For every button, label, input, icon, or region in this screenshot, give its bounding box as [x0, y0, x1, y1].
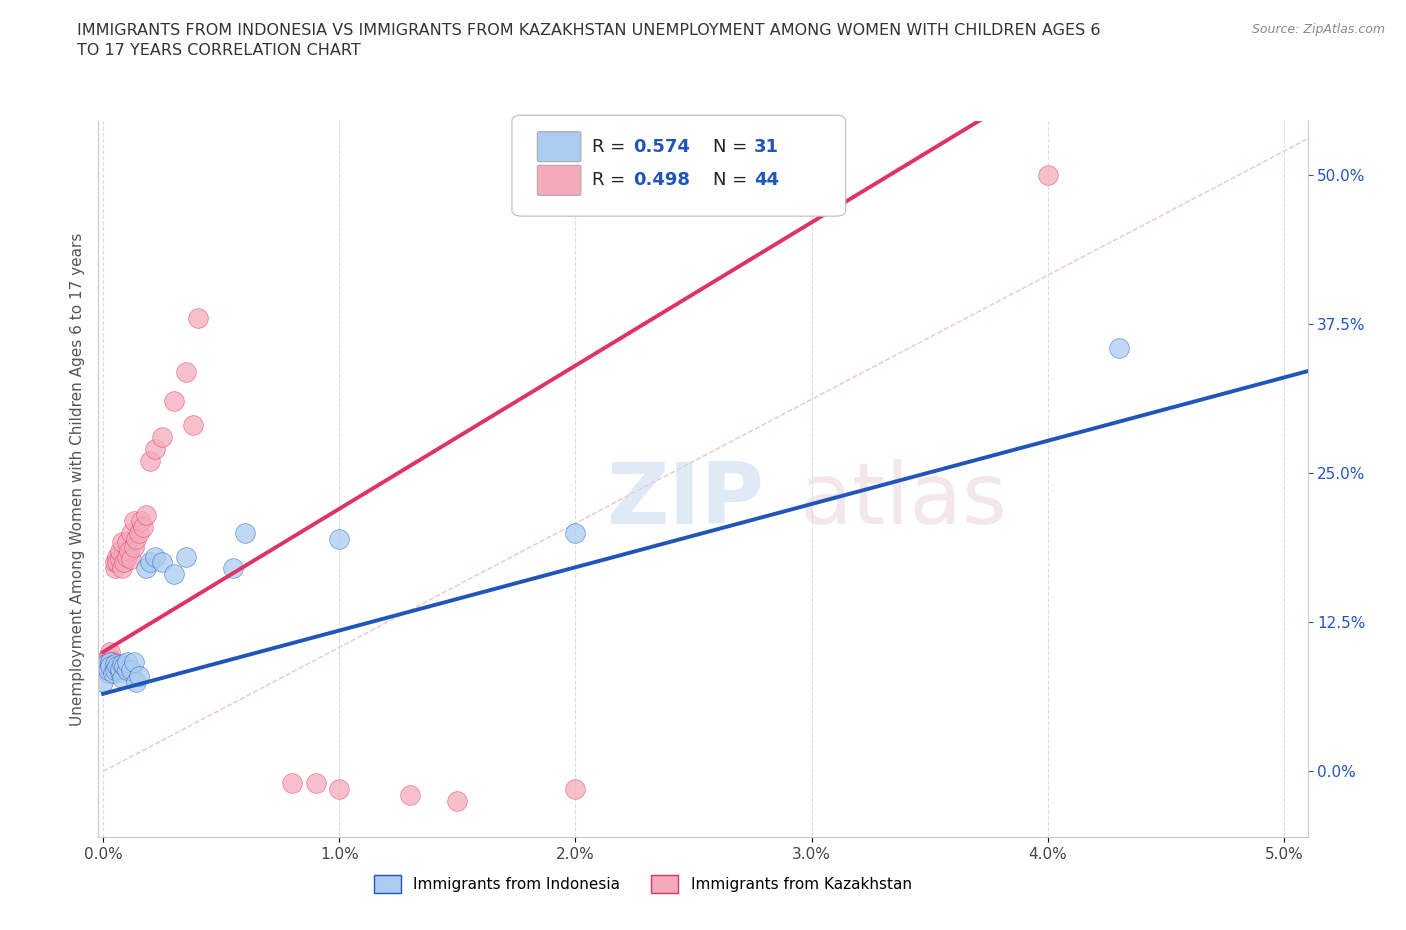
Point — [181, 418, 204, 432]
Point — [135, 508, 157, 523]
Text: ZIP: ZIP — [606, 458, 763, 542]
Point — [111, 671, 134, 685]
Point — [108, 661, 131, 676]
Point — [98, 644, 121, 659]
Point — [121, 551, 143, 566]
Text: IMMIGRANTS FROM INDONESIA VS IMMIGRANTS FROM KAZAKHSTAN UNEMPLOYMENT AMONG WOMEN: IMMIGRANTS FROM INDONESIA VS IMMIGRANTS … — [77, 23, 1101, 58]
Point — [97, 666, 120, 681]
Point — [101, 654, 124, 669]
FancyBboxPatch shape — [537, 166, 581, 195]
Point — [118, 543, 141, 558]
Point — [98, 658, 121, 673]
Point — [121, 662, 143, 677]
Point — [187, 311, 209, 325]
Point — [104, 561, 127, 576]
Legend: Immigrants from Indonesia, Immigrants from Kazakhstan: Immigrants from Indonesia, Immigrants fr… — [366, 867, 920, 901]
Point — [281, 776, 304, 790]
Point — [564, 782, 586, 797]
Point — [125, 674, 148, 689]
Point — [121, 525, 143, 540]
Point — [174, 549, 197, 564]
Point — [98, 651, 121, 666]
Text: N =: N = — [713, 171, 752, 190]
Point — [104, 555, 127, 570]
Point — [122, 513, 145, 528]
Point — [105, 658, 128, 673]
Point — [150, 430, 173, 445]
Point — [105, 549, 128, 564]
Point — [143, 442, 166, 457]
Point — [97, 662, 120, 677]
Point — [111, 657, 134, 671]
Point — [105, 555, 128, 570]
Point — [122, 654, 145, 669]
Point — [564, 525, 586, 540]
Point — [163, 394, 186, 409]
Point — [132, 519, 155, 534]
Point — [98, 654, 121, 669]
Point — [129, 513, 152, 528]
Point — [128, 525, 150, 540]
Point — [91, 674, 114, 689]
Text: 44: 44 — [754, 171, 779, 190]
Text: atlas: atlas — [800, 458, 1008, 542]
Point — [104, 657, 127, 671]
Point — [328, 531, 350, 546]
Text: R =: R = — [592, 171, 631, 190]
Point — [233, 525, 256, 540]
Point — [115, 654, 138, 669]
Point — [143, 549, 166, 564]
Point — [111, 535, 134, 550]
Point — [108, 551, 131, 566]
FancyBboxPatch shape — [512, 115, 845, 216]
Point — [128, 669, 150, 684]
Point — [125, 531, 148, 546]
Point — [91, 654, 114, 669]
Point — [94, 657, 117, 671]
Point — [101, 666, 124, 681]
Point — [163, 567, 186, 582]
Point — [104, 662, 127, 677]
FancyBboxPatch shape — [537, 132, 581, 162]
Text: 0.498: 0.498 — [633, 171, 690, 190]
Point — [115, 549, 138, 564]
Text: 0.574: 0.574 — [633, 138, 690, 155]
Point — [108, 543, 131, 558]
Point — [139, 454, 162, 469]
Text: N =: N = — [713, 138, 752, 155]
Point — [150, 555, 173, 570]
Point — [108, 665, 131, 680]
Point — [115, 535, 138, 550]
Text: Source: ZipAtlas.com: Source: ZipAtlas.com — [1251, 23, 1385, 36]
Text: 31: 31 — [754, 138, 779, 155]
Y-axis label: Unemployment Among Women with Children Ages 6 to 17 years: Unemployment Among Women with Children A… — [69, 232, 84, 725]
Point — [305, 776, 328, 790]
Point — [122, 539, 145, 554]
Point — [328, 782, 350, 797]
Point — [399, 788, 422, 803]
Point — [1108, 340, 1130, 355]
Point — [1036, 167, 1059, 182]
Point — [97, 651, 120, 666]
Point — [222, 561, 245, 576]
Point — [112, 555, 135, 570]
Point — [139, 555, 162, 570]
Point — [135, 561, 157, 576]
Point — [446, 794, 468, 809]
Point — [101, 658, 124, 673]
Text: R =: R = — [592, 138, 631, 155]
Point — [115, 662, 138, 677]
Point — [174, 364, 197, 379]
Point — [94, 658, 117, 673]
Point — [98, 658, 121, 673]
Point — [111, 561, 134, 576]
Point — [112, 658, 135, 673]
